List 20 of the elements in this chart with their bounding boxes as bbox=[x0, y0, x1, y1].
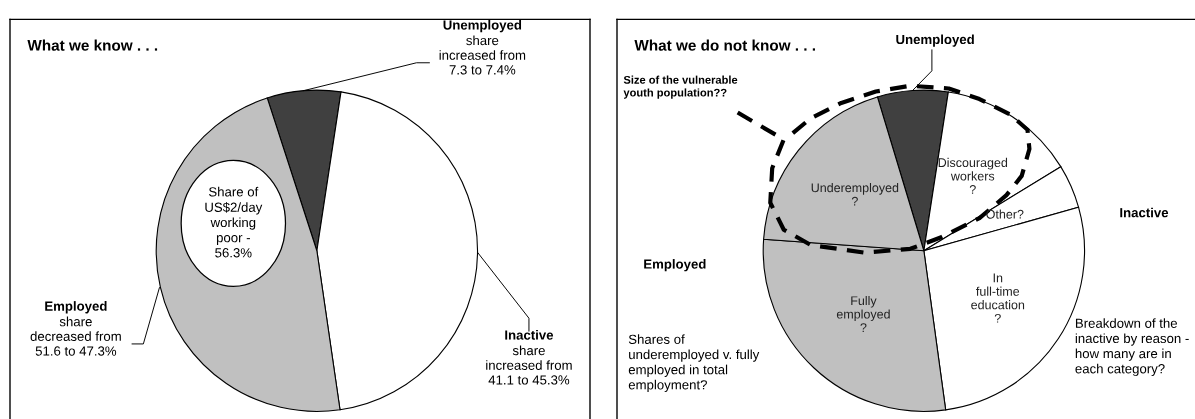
text: Inactive bbox=[1120, 207, 1169, 218]
data-label: share increased from 7.3 to 7.4% bbox=[439, 35, 526, 75]
slice-label: Inactive bbox=[505, 330, 554, 340]
slice-label: Employed bbox=[45, 301, 107, 314]
slice-label: Discouraged workers ? bbox=[938, 157, 1008, 194]
text: Share of US$2/day working poor - 56.3% bbox=[205, 186, 263, 258]
text: What we know . . . bbox=[27, 39, 158, 51]
slice-label: Underemployed ? bbox=[811, 183, 899, 206]
slice-label: Fully employed ? bbox=[836, 295, 890, 332]
text: Employed bbox=[644, 259, 706, 272]
text: Size of the vulnerable youth population?? bbox=[623, 75, 738, 99]
slice-label: Unemployed bbox=[896, 34, 974, 47]
data-label: share decreased from 51.6 to 47.3% bbox=[30, 316, 121, 356]
slice-label: Unemployed bbox=[443, 19, 522, 33]
text: Breakdown of the inactive by reason - how many are in each category? bbox=[1075, 318, 1189, 377]
data-label: share increased from 41.1 to 45.3% bbox=[486, 345, 572, 385]
chart-title: What we do not know . . . bbox=[634, 39, 815, 51]
slice-label: Other? bbox=[986, 209, 1024, 219]
text: Shares of underemployed v. fully employed in total employment? bbox=[628, 334, 760, 393]
slice-label: In full-time education ? bbox=[971, 273, 1025, 323]
